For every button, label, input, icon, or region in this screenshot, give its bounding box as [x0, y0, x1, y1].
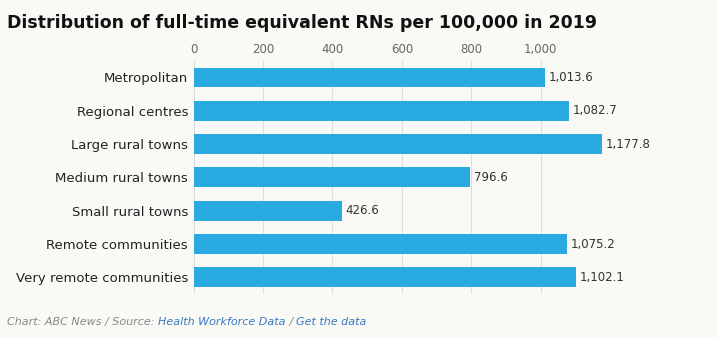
Text: /: / — [285, 317, 296, 327]
Bar — [194, 68, 546, 88]
Text: Chart: ABC News / Source:: Chart: ABC News / Source: — [7, 317, 158, 327]
Text: 796.6: 796.6 — [473, 171, 508, 184]
Text: Distribution of full-time equivalent RNs per 100,000 in 2019: Distribution of full-time equivalent RNs… — [7, 14, 597, 31]
Text: 1,082.7: 1,082.7 — [573, 104, 617, 117]
Bar — [194, 101, 569, 121]
Text: 1,177.8: 1,177.8 — [606, 138, 651, 151]
Bar — [194, 234, 567, 254]
Bar — [194, 267, 576, 287]
Text: Get the data: Get the data — [296, 317, 367, 327]
Text: 426.6: 426.6 — [345, 204, 379, 217]
Bar — [194, 134, 602, 154]
Text: Health Workforce Data: Health Workforce Data — [158, 317, 285, 327]
Bar — [194, 201, 342, 221]
Text: 1,102.1: 1,102.1 — [579, 271, 625, 284]
Text: 1,075.2: 1,075.2 — [570, 238, 615, 250]
Text: 1,013.6: 1,013.6 — [549, 71, 594, 84]
Bar — [194, 167, 470, 188]
